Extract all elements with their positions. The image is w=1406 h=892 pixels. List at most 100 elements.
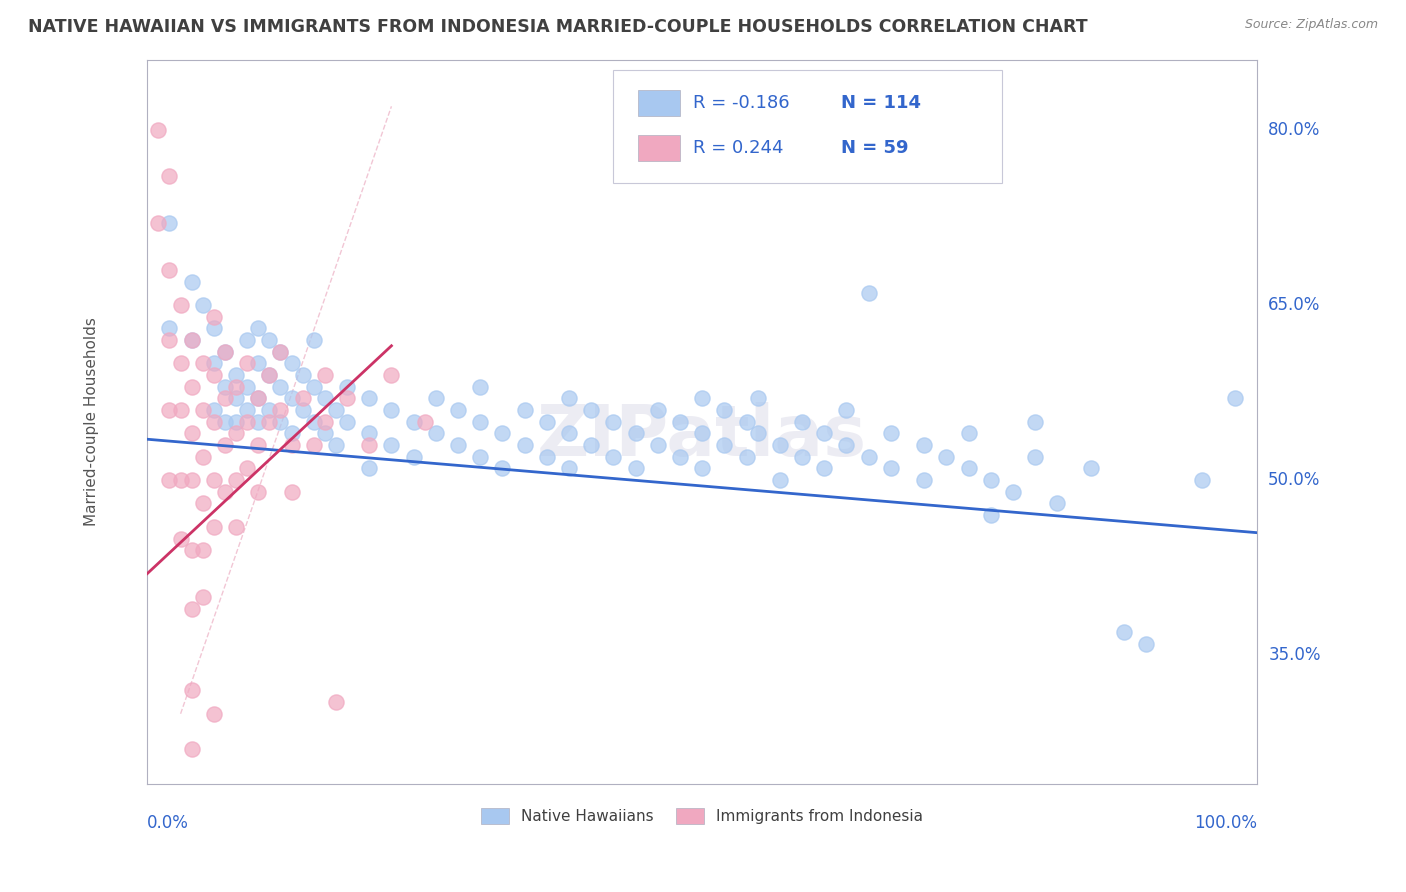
Point (202, 415, 225, 429)
Point (202, 321, 225, 335)
Point (1046, 496, 1069, 510)
Point (813, 461, 835, 475)
Point (225, 473, 247, 487)
Point (713, 438, 735, 452)
Point (747, 426, 769, 441)
Point (790, 415, 813, 429)
Text: 100.0%: 100.0% (1194, 814, 1257, 832)
Point (191, 496, 214, 510)
Point (880, 461, 903, 475)
Point (602, 450, 624, 464)
Point (214, 344, 236, 359)
Point (325, 403, 347, 417)
Point (269, 403, 291, 417)
Point (302, 438, 325, 452)
Point (747, 392, 769, 406)
Point (247, 392, 270, 406)
Point (169, 356, 191, 370)
Point (180, 275, 202, 289)
Point (359, 392, 381, 406)
Point (558, 426, 581, 441)
Point (291, 403, 314, 417)
Point (425, 426, 447, 441)
Point (980, 473, 1002, 487)
Point (713, 403, 735, 417)
Point (624, 461, 647, 475)
Legend: Native Hawaiians, Immigrants from Indonesia: Native Hawaiians, Immigrants from Indone… (475, 802, 929, 830)
Point (536, 415, 558, 429)
Point (247, 484, 270, 499)
Point (912, 438, 935, 452)
Point (180, 543, 202, 558)
Point (280, 392, 302, 406)
Point (735, 415, 758, 429)
Point (314, 426, 336, 441)
Point (225, 379, 247, 393)
Point (180, 741, 202, 756)
Point (1024, 415, 1046, 429)
Point (813, 426, 835, 441)
FancyBboxPatch shape (638, 135, 681, 161)
FancyBboxPatch shape (638, 90, 681, 116)
Point (558, 392, 581, 406)
Point (690, 426, 713, 441)
Point (647, 403, 669, 417)
Point (191, 356, 214, 370)
Point (269, 344, 291, 359)
Point (513, 438, 536, 452)
Point (602, 415, 624, 429)
Text: 0.0%: 0.0% (148, 814, 190, 832)
Point (935, 450, 957, 464)
Point (159, 473, 181, 487)
Point (579, 438, 602, 452)
Point (291, 392, 314, 406)
Point (769, 438, 792, 452)
Point (180, 426, 202, 441)
Point (513, 403, 536, 417)
Point (247, 321, 270, 335)
Text: 80.0%: 80.0% (1268, 120, 1320, 138)
Point (402, 415, 425, 429)
Point (259, 403, 281, 417)
Text: N = 114: N = 114 (841, 94, 921, 112)
Point (202, 356, 225, 370)
Point (169, 403, 191, 417)
Point (247, 356, 270, 370)
Point (447, 403, 470, 417)
Point (325, 695, 347, 709)
Point (558, 461, 581, 475)
Point (214, 379, 236, 393)
Text: 50.0%: 50.0% (1268, 471, 1320, 489)
Point (769, 473, 792, 487)
Text: N = 59: N = 59 (841, 139, 908, 157)
Point (1223, 392, 1246, 406)
Text: 35.0%: 35.0% (1268, 647, 1320, 665)
Point (269, 415, 291, 429)
Point (269, 344, 291, 359)
Point (1001, 484, 1024, 499)
Point (259, 333, 281, 347)
Point (470, 415, 492, 429)
Point (380, 438, 402, 452)
Point (259, 415, 281, 429)
Point (159, 403, 181, 417)
Point (236, 415, 259, 429)
Point (202, 520, 225, 534)
Point (236, 356, 259, 370)
Point (402, 450, 425, 464)
Point (470, 379, 492, 393)
Point (912, 473, 935, 487)
Point (202, 368, 225, 382)
Point (280, 356, 302, 370)
Point (180, 379, 202, 393)
Point (148, 122, 170, 136)
Text: R = -0.186: R = -0.186 (693, 94, 790, 112)
Point (536, 450, 558, 464)
Point (225, 368, 247, 382)
Point (491, 461, 513, 475)
Point (180, 683, 202, 698)
Point (336, 415, 359, 429)
Text: R = 0.244: R = 0.244 (693, 139, 783, 157)
Point (236, 333, 259, 347)
Point (579, 403, 602, 417)
